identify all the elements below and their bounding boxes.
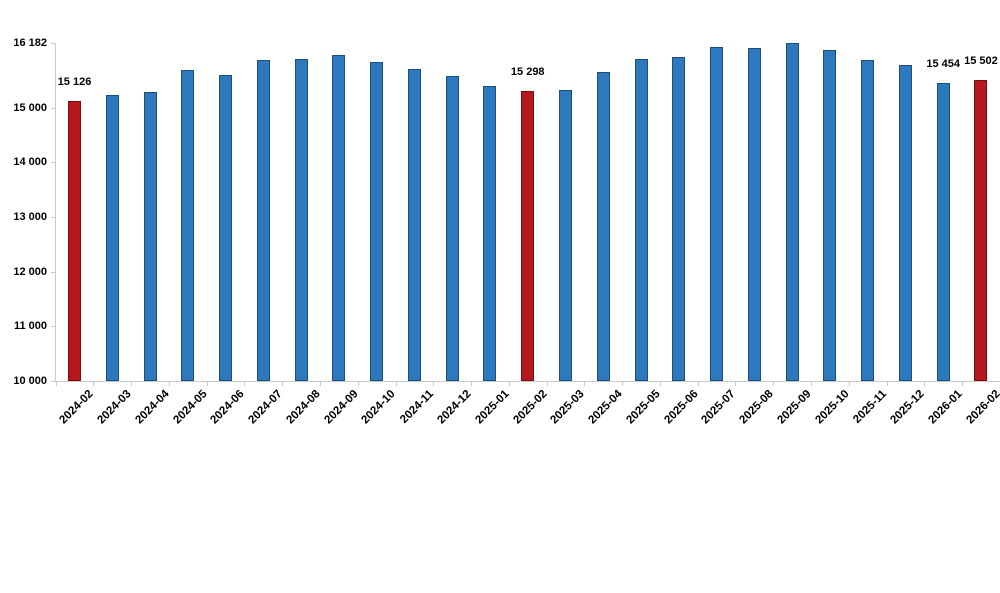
x-tick-mark-22: [886, 381, 888, 386]
x-tick-mark-6: [282, 381, 284, 386]
x-tick-mark-4: [206, 381, 208, 386]
y-tick-mark-13000: [51, 216, 55, 218]
x-tick-mark-24: [962, 381, 964, 386]
x-label-2025-07: 2025-07: [699, 388, 739, 427]
x-tick-mark-2: [131, 381, 133, 386]
x-tick-mark-5: [244, 381, 246, 386]
bar-2024-09: [332, 54, 346, 381]
x-tick-mark-7: [320, 381, 321, 386]
x-tick-mark-21: [848, 381, 850, 386]
x-label-2025-12: 2025-12: [888, 388, 927, 427]
x-tick-mark-12: [508, 381, 510, 386]
data-label-2026-01: 15 454: [926, 57, 961, 70]
bar-2024-08: [294, 58, 308, 381]
x-label-2024-03: 2024-03: [95, 388, 134, 427]
x-tick-mark-9: [395, 381, 397, 386]
bar-2025-12: [898, 64, 912, 381]
x-label-2024-09: 2024-09: [322, 388, 361, 427]
y-tick-mark-12000: [51, 271, 55, 273]
x-label-2024-04: 2024-04: [133, 388, 172, 427]
x-tick-mark-18: [735, 381, 737, 386]
bar-2024-03: [105, 95, 119, 381]
x-label-2024-05: 2024-05: [170, 388, 210, 427]
bar-2026-01: [936, 82, 950, 381]
bar-2024-11: [407, 68, 421, 381]
y-tick-mark-15000: [51, 107, 55, 109]
bar-2024-04: [143, 91, 157, 381]
x-label-2025-11: 2025-11: [851, 388, 890, 426]
x-label-2025-04: 2025-04: [586, 388, 625, 427]
bar-2025-09: [785, 43, 799, 381]
x-tick-mark-10: [433, 381, 435, 386]
data-label-2026-02: 15 502: [964, 55, 998, 68]
y-tick-label-16182: 16 182: [13, 37, 47, 49]
x-tick-mark-11: [471, 381, 473, 386]
x-tick-mark-17: [697, 381, 699, 386]
bar-2024-06: [219, 74, 233, 381]
x-tick-mark-16: [659, 381, 661, 386]
bar-2026-02: [974, 80, 988, 381]
x-label-2025-08: 2025-08: [737, 388, 776, 427]
x-label-2025-10: 2025-10: [813, 388, 852, 427]
x-axis-line: [55, 381, 1000, 382]
x-label-2026-01: 2026-01: [926, 388, 965, 427]
x-label-2024-06: 2024-06: [208, 388, 248, 427]
y-tick-label-12000: 12 000: [13, 265, 47, 278]
y-tick-label-14000: 14 000: [13, 156, 47, 169]
y-tick-label-10000: 10 000: [13, 375, 47, 387]
x-tick-mark-1: [93, 381, 95, 386]
bar-2025-03: [559, 89, 572, 381]
bar-2025-04: [596, 72, 610, 381]
y-tick-mark-14000: [51, 162, 55, 164]
x-label-2025-05: 2025-05: [624, 388, 663, 427]
bar-2024-07: [256, 59, 270, 381]
x-label-2025-02: 2025-02: [510, 388, 550, 427]
bar-2025-01: [483, 86, 497, 381]
data-label-2024-02: 15 126: [57, 75, 92, 88]
bar-2025-11: [861, 59, 875, 381]
x-label-2026-02: 2026-02: [964, 388, 1000, 427]
y-tick-mark-11000: [51, 326, 55, 328]
x-label-2024-08: 2024-08: [284, 388, 323, 427]
x-tick-mark-0: [55, 381, 57, 386]
x-tick-mark-15: [622, 381, 624, 386]
y-axis-line: [55, 43, 56, 381]
y-tick-mark-10000: [51, 381, 55, 382]
x-label-2024-11: 2024-11: [398, 388, 436, 426]
x-label-2025-01: 2025-01: [473, 388, 512, 427]
x-label-2024-12: 2024-12: [435, 388, 474, 427]
bar-2025-08: [747, 48, 761, 381]
x-tick-mark-8: [357, 381, 359, 386]
x-tick-mark-20: [811, 381, 812, 386]
bar-2025-10: [823, 50, 837, 381]
x-label-2024-02: 2024-02: [57, 388, 96, 427]
y-tick-label-11000: 11 000: [13, 320, 47, 333]
x-label-2025-09: 2025-09: [775, 388, 814, 427]
bar-2024-02: [68, 100, 81, 381]
x-tick-mark-14: [584, 381, 586, 386]
bar-2025-02: [521, 91, 535, 381]
data-label-2025-02: 15 298: [510, 66, 545, 79]
bar-2025-06: [672, 57, 686, 381]
bar-2024-10: [370, 61, 384, 381]
x-label-2024-10: 2024-10: [359, 388, 399, 427]
x-tick-mark-3: [168, 381, 170, 386]
x-label-2025-06: 2025-06: [661, 388, 701, 427]
bar-2025-07: [710, 47, 724, 381]
x-label-2025-03: 2025-03: [548, 388, 588, 427]
x-tick-mark-23: [924, 381, 926, 386]
y-tick-label-13000: 13 000: [13, 210, 47, 223]
x-tick-mark-19: [773, 381, 775, 386]
bar-2024-12: [445, 76, 459, 381]
y-tick-mark-16182: [51, 43, 55, 44]
bar-2025-05: [634, 58, 648, 381]
x-tick-mark-13: [546, 381, 548, 386]
y-tick-label-15000: 15 000: [13, 101, 47, 114]
x-label-2024-07: 2024-07: [246, 388, 285, 427]
bar-2024-05: [181, 70, 195, 381]
